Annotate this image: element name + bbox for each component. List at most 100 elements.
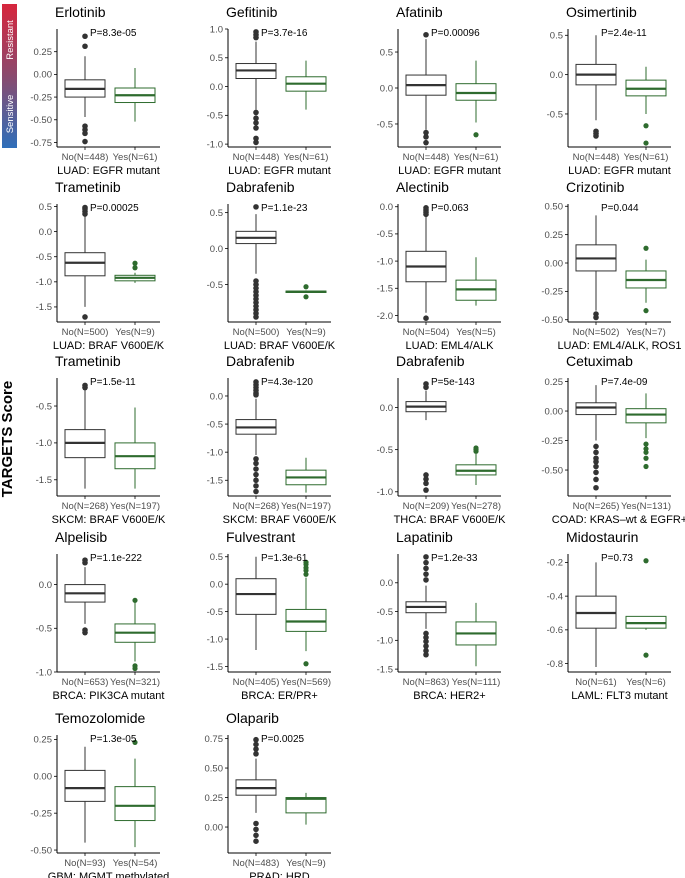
p-value-label: P=8.3e-05 bbox=[90, 28, 137, 39]
y-tick-label: -1.0 bbox=[36, 438, 52, 449]
sensitivity-legend: Resistant Sensitive bbox=[2, 4, 17, 148]
outlier-point bbox=[643, 652, 649, 658]
outlier-point bbox=[253, 832, 259, 839]
panel-erlotinib-1: Erlotinib 0.25 0.00 -0.25 -0.50 -0.75 No(N=448… bbox=[30, 4, 160, 177]
x-tick-label: No(N=448) bbox=[573, 152, 620, 163]
y-tick-label: -0.5 bbox=[36, 252, 52, 263]
box-yes-group bbox=[285, 60, 327, 110]
x-tick-label: No(N=448) bbox=[62, 152, 109, 163]
y-tick-label: 0.25 bbox=[34, 47, 53, 58]
outlier-point bbox=[593, 133, 599, 139]
outlier-point bbox=[423, 129, 429, 136]
outlier-point bbox=[423, 647, 429, 654]
x-tick-label: Yes(N=111) bbox=[452, 677, 501, 688]
box-no-group bbox=[64, 746, 106, 843]
outlier-point bbox=[423, 565, 429, 572]
x-tick-label: Yes(N=9) bbox=[286, 327, 326, 338]
box-no-group bbox=[64, 557, 106, 636]
outlier-point bbox=[253, 109, 259, 116]
y-tick-label: -1.0 bbox=[377, 487, 393, 498]
y-tick-label: -0.5 bbox=[36, 401, 52, 412]
p-value-label: P=0.063 bbox=[431, 203, 469, 214]
box-no-group bbox=[235, 556, 277, 651]
outlier-point bbox=[423, 571, 429, 577]
y-tick-label: -0.5 bbox=[547, 109, 563, 120]
y-tick-label: 0.0 bbox=[210, 391, 223, 402]
panel-alpelisib-13: Alpelisib 0.0 -0.5 -1.0 No(N=653) Yes(N=321) P… bbox=[36, 529, 165, 702]
panel-grid: Erlotinib 0.25 0.00 -0.25 -0.50 -0.75 No(N=448… bbox=[30, 4, 685, 878]
outlier-point bbox=[473, 448, 479, 454]
outlier-point bbox=[253, 314, 259, 320]
outlier-point bbox=[253, 456, 259, 462]
iqr-box bbox=[625, 408, 667, 424]
outlier-point bbox=[303, 661, 309, 667]
outlier-point bbox=[643, 441, 649, 447]
outlier-point bbox=[303, 294, 309, 300]
panel-title: Alpelisib bbox=[55, 529, 107, 545]
y-tick-label: 0.00 bbox=[34, 70, 53, 81]
outlier-point bbox=[253, 483, 259, 489]
box-no-group bbox=[405, 31, 447, 146]
p-value-label: P=2.4e-11 bbox=[601, 28, 647, 39]
x-tick-label: No(N=265) bbox=[573, 501, 620, 512]
y-tick-label: -1.5 bbox=[377, 664, 393, 675]
y-tick-label: -0.8 bbox=[547, 659, 563, 670]
x-tick-label: Yes(N=7) bbox=[626, 327, 666, 338]
outlier-point bbox=[423, 31, 429, 38]
outlier-point bbox=[253, 135, 259, 142]
y-axis-title: TARGETS Score bbox=[0, 381, 16, 497]
panel-trametinib-9: Trametinib -0.5 -1.0 -1.5 No(N=268) Yes(N=197… bbox=[36, 353, 166, 526]
panel-dabrafenib-10: Dabrafenib 0.0 -0.5 -1.0 -1.5 No(N=268) Yes(N=… bbox=[207, 353, 337, 526]
x-axis-label: SKCM: BRAF V600E/K bbox=[52, 514, 166, 526]
outlier-point bbox=[593, 469, 599, 476]
p-value-label: P=0.00025 bbox=[90, 203, 139, 214]
x-tick-label: Yes(N=9) bbox=[286, 858, 326, 869]
panel-title: Trametinib bbox=[55, 353, 121, 369]
p-value-label: P=1.5e-11 bbox=[90, 377, 136, 388]
y-tick-label: -0.5 bbox=[207, 607, 223, 618]
x-tick-label: Yes(N=197) bbox=[110, 501, 160, 512]
box-yes-group bbox=[114, 407, 156, 489]
box-yes-group bbox=[625, 558, 667, 658]
iqr-box bbox=[64, 252, 106, 277]
y-tick-label: -1.5 bbox=[36, 475, 52, 486]
outlier-point bbox=[82, 130, 88, 137]
box-no-group bbox=[64, 204, 106, 320]
x-tick-label: Yes(N=9) bbox=[115, 327, 155, 338]
outlier-point bbox=[253, 820, 259, 827]
y-tick-label: 0.0 bbox=[39, 227, 52, 238]
outlier-point bbox=[643, 558, 649, 564]
outlier-point bbox=[253, 204, 259, 210]
x-axis-label: LUAD: EGFR mutant bbox=[228, 165, 331, 177]
box-no-group bbox=[235, 29, 277, 146]
outlier-point bbox=[253, 139, 259, 146]
y-tick-label: -0.25 bbox=[30, 808, 52, 819]
outlier-point bbox=[643, 455, 649, 461]
outlier-point bbox=[132, 665, 138, 672]
outlier-point bbox=[303, 571, 309, 577]
outlier-point bbox=[82, 557, 88, 563]
y-tick-label: -0.50 bbox=[30, 115, 52, 126]
outlier-point bbox=[253, 460, 259, 467]
outlier-point bbox=[423, 134, 429, 140]
box-no-group bbox=[405, 554, 447, 658]
box-yes-group bbox=[114, 260, 156, 283]
y-tick-label: -0.6 bbox=[547, 625, 563, 636]
x-tick-label: Yes(N=278) bbox=[451, 501, 501, 512]
y-tick-label: -0.5 bbox=[207, 419, 223, 430]
y-tick-label: -0.4 bbox=[547, 591, 563, 602]
x-axis-label: SKCM: BRAF V600E/K bbox=[223, 514, 337, 526]
y-tick-label: 0.5 bbox=[380, 47, 393, 58]
outlier-point bbox=[253, 751, 259, 757]
outlier-point bbox=[132, 739, 138, 745]
outlier-point bbox=[643, 245, 649, 251]
panel-title: Midostaurin bbox=[566, 529, 638, 545]
outlier-point bbox=[82, 211, 88, 217]
outlier-point bbox=[132, 265, 138, 271]
outlier-point bbox=[253, 29, 259, 35]
y-tick-label: -0.5 bbox=[207, 111, 223, 122]
